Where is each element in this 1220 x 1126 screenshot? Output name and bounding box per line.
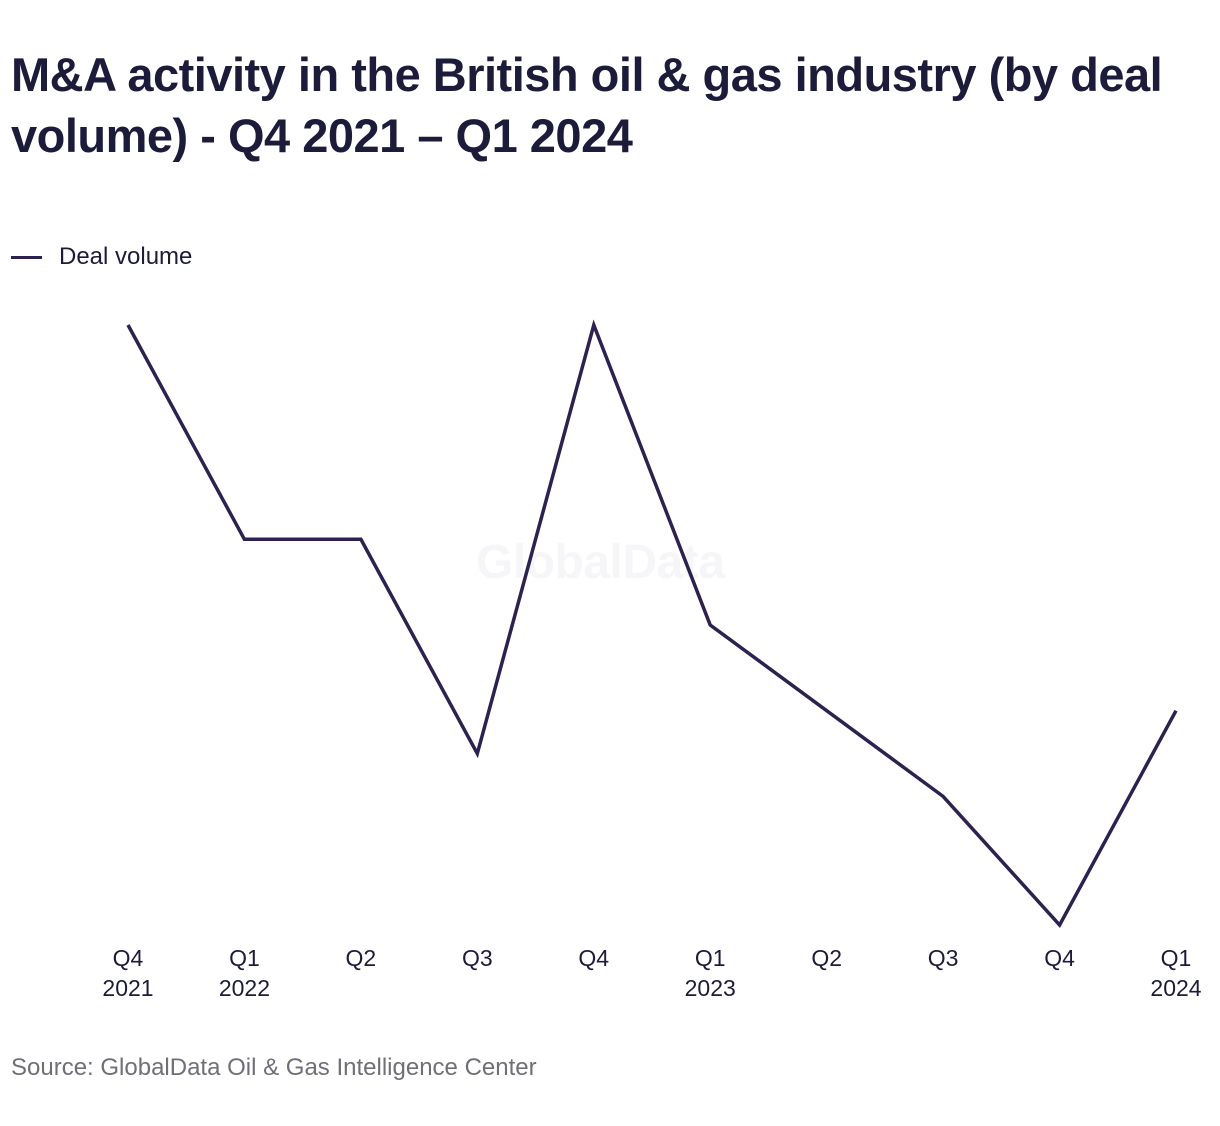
watermark: GlobalData [476,536,725,589]
source-note: Source: GlobalData Oil & Gas Intelligenc… [11,1054,537,1081]
x-tick-label: Q4 [1044,945,1075,971]
series-line-deal-volume [126,319,1178,929]
legend-label: Deal volume [59,243,193,270]
x-tick-label: Q1 2022 [219,945,270,1001]
x-tick-label: Q1 2023 [685,945,736,1001]
x-tick-label: Q4 [578,945,609,971]
chart-title: M&A activity in the British oil & gas in… [11,48,1163,162]
legend-swatch [11,255,42,259]
x-tick-label: Q3 [928,945,959,971]
x-tick-label: Q2 [811,945,842,971]
x-tick-label: Q4 2021 [102,945,153,1001]
x-axis: Q4 2021 Q1 2022 Q2 Q3 Q4 Q1 2023 Q2 Q3 Q4 Q1 2024 [102,945,1201,1001]
x-tick-label: Q1 2024 [1150,945,1201,1001]
plot-area [126,319,1178,929]
x-tick-label: Q2 [346,945,377,971]
legend: Deal volume [11,242,192,272]
x-tick-label: Q3 [462,945,493,971]
